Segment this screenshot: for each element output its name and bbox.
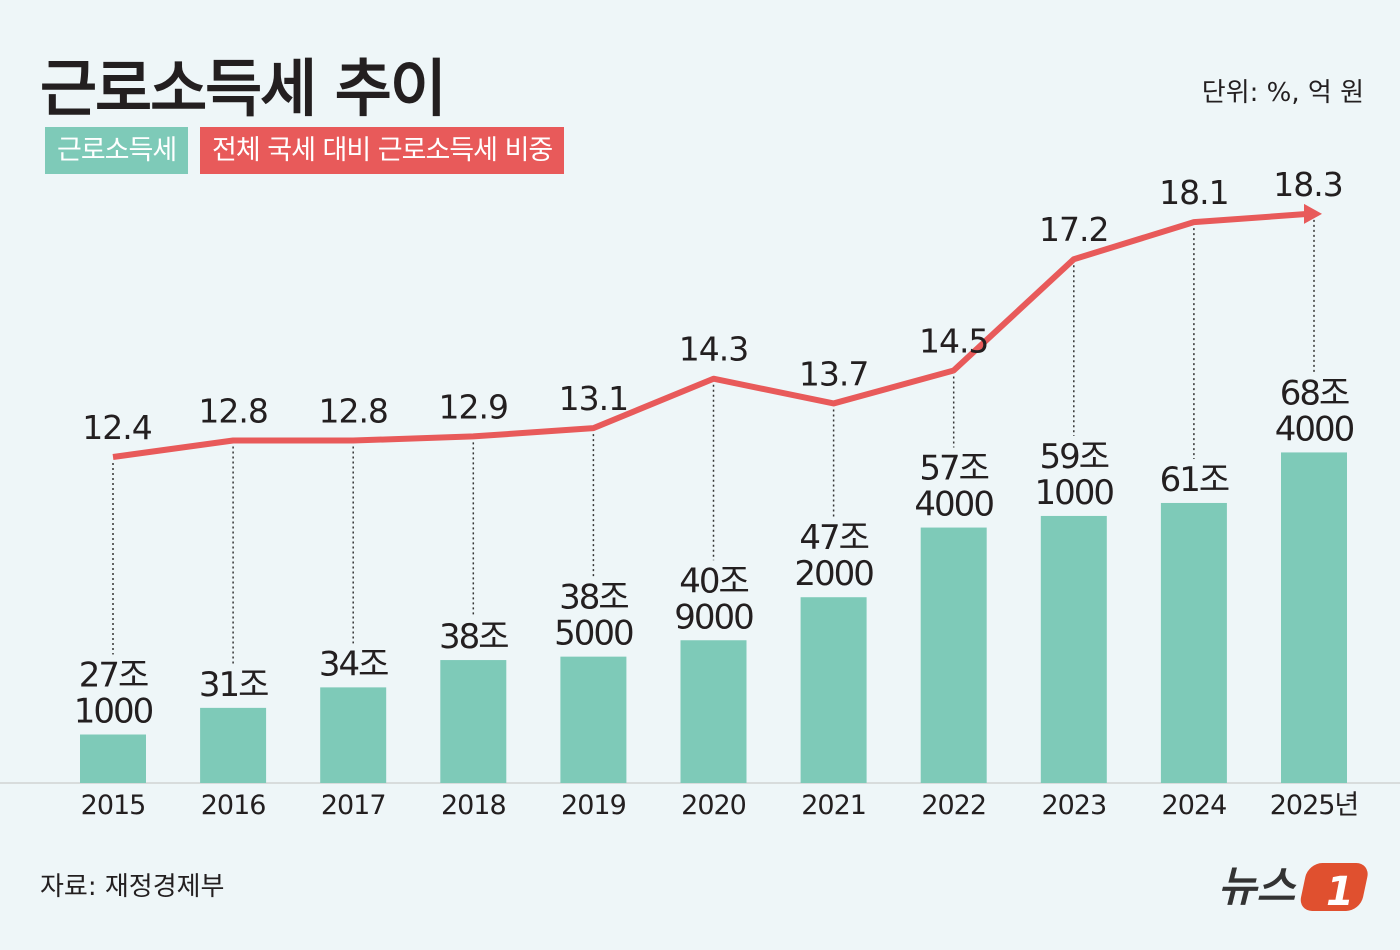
legend-line: 전체 국세 대비 근로소득세 비중: [200, 127, 565, 174]
svg-text:1: 1: [1326, 869, 1354, 915]
bar-data-label: 4000: [914, 485, 993, 525]
bar: [680, 640, 747, 783]
line-data-label: 14.3: [679, 330, 748, 369]
news1-logo: 뉴스 1: [1218, 862, 1368, 915]
line-series: [112, 210, 1309, 460]
line-data-label: 12.4: [82, 408, 151, 447]
bar-data-label: 27조: [79, 656, 148, 696]
bar: [800, 597, 867, 783]
bar-data-label: 31조: [199, 665, 268, 705]
bar-data-label: 1000: [1035, 473, 1114, 513]
bar-data-label: 40조: [679, 561, 748, 601]
bar-data-label: 61조: [1160, 460, 1229, 500]
svg-text:뉴스: 뉴스: [1218, 862, 1297, 911]
bar-data-label: 4000: [1275, 409, 1354, 449]
line-data-label: 12.8: [318, 392, 387, 431]
bar-data-label: 34조: [319, 644, 388, 684]
line-data-label: 12.8: [198, 392, 267, 431]
x-tick-label: 2015: [81, 790, 146, 821]
bar-data-label: 57조: [919, 449, 988, 489]
line-arrowhead: [1304, 203, 1322, 224]
line-data-label: 14.5: [919, 321, 988, 360]
x-tick-label: 2025년: [1270, 790, 1359, 821]
bar-data-label: 38조: [439, 617, 508, 657]
bar: [1040, 515, 1107, 783]
x-tick-label: 2018: [441, 790, 506, 821]
bar: [920, 527, 987, 783]
unit-label: 단위: %, 억 원: [1201, 78, 1364, 108]
bar-data-label: 68조: [1280, 373, 1349, 413]
line-data-label: 18.1: [1159, 173, 1228, 212]
x-tick-label: 2022: [921, 790, 986, 821]
bar-data-label: 47조: [799, 518, 868, 558]
x-tick-label: 2021: [801, 790, 866, 821]
x-tick-label: 2024: [1162, 790, 1227, 821]
bar: [560, 656, 627, 783]
bar-data-label: 2000: [794, 554, 873, 594]
x-tick-label: 2019: [561, 790, 626, 821]
x-tick-label: 2016: [201, 790, 266, 821]
bar: [200, 707, 267, 783]
bar-data-label: 9000: [674, 597, 753, 637]
bar-data-label: 59조: [1040, 437, 1109, 477]
x-tick-label: 2023: [1041, 790, 1106, 821]
line-data-label: 17.2: [1039, 210, 1108, 249]
legend-bar: 근로소득세: [45, 127, 189, 174]
chart-title: 근로소득세 추이: [40, 52, 447, 125]
line-data-label: 13.7: [799, 354, 868, 393]
line-data-label: 18.3: [1273, 165, 1342, 204]
bar-data-label: 38조: [559, 578, 628, 618]
source-label: 자료: 재정경제부: [40, 872, 225, 902]
bar-data-label: 1000: [74, 692, 153, 732]
x-tick-label: 2020: [681, 790, 746, 821]
bar: [80, 734, 146, 783]
line-data-label: 12.9: [439, 387, 508, 426]
bar: [440, 660, 507, 783]
bar: [320, 687, 387, 783]
bar-data-label: 5000: [554, 614, 633, 654]
line-data-label: 13.1: [559, 379, 628, 418]
x-tick-label: 2017: [321, 790, 386, 821]
bar: [1281, 452, 1347, 783]
bar: [1160, 502, 1227, 783]
